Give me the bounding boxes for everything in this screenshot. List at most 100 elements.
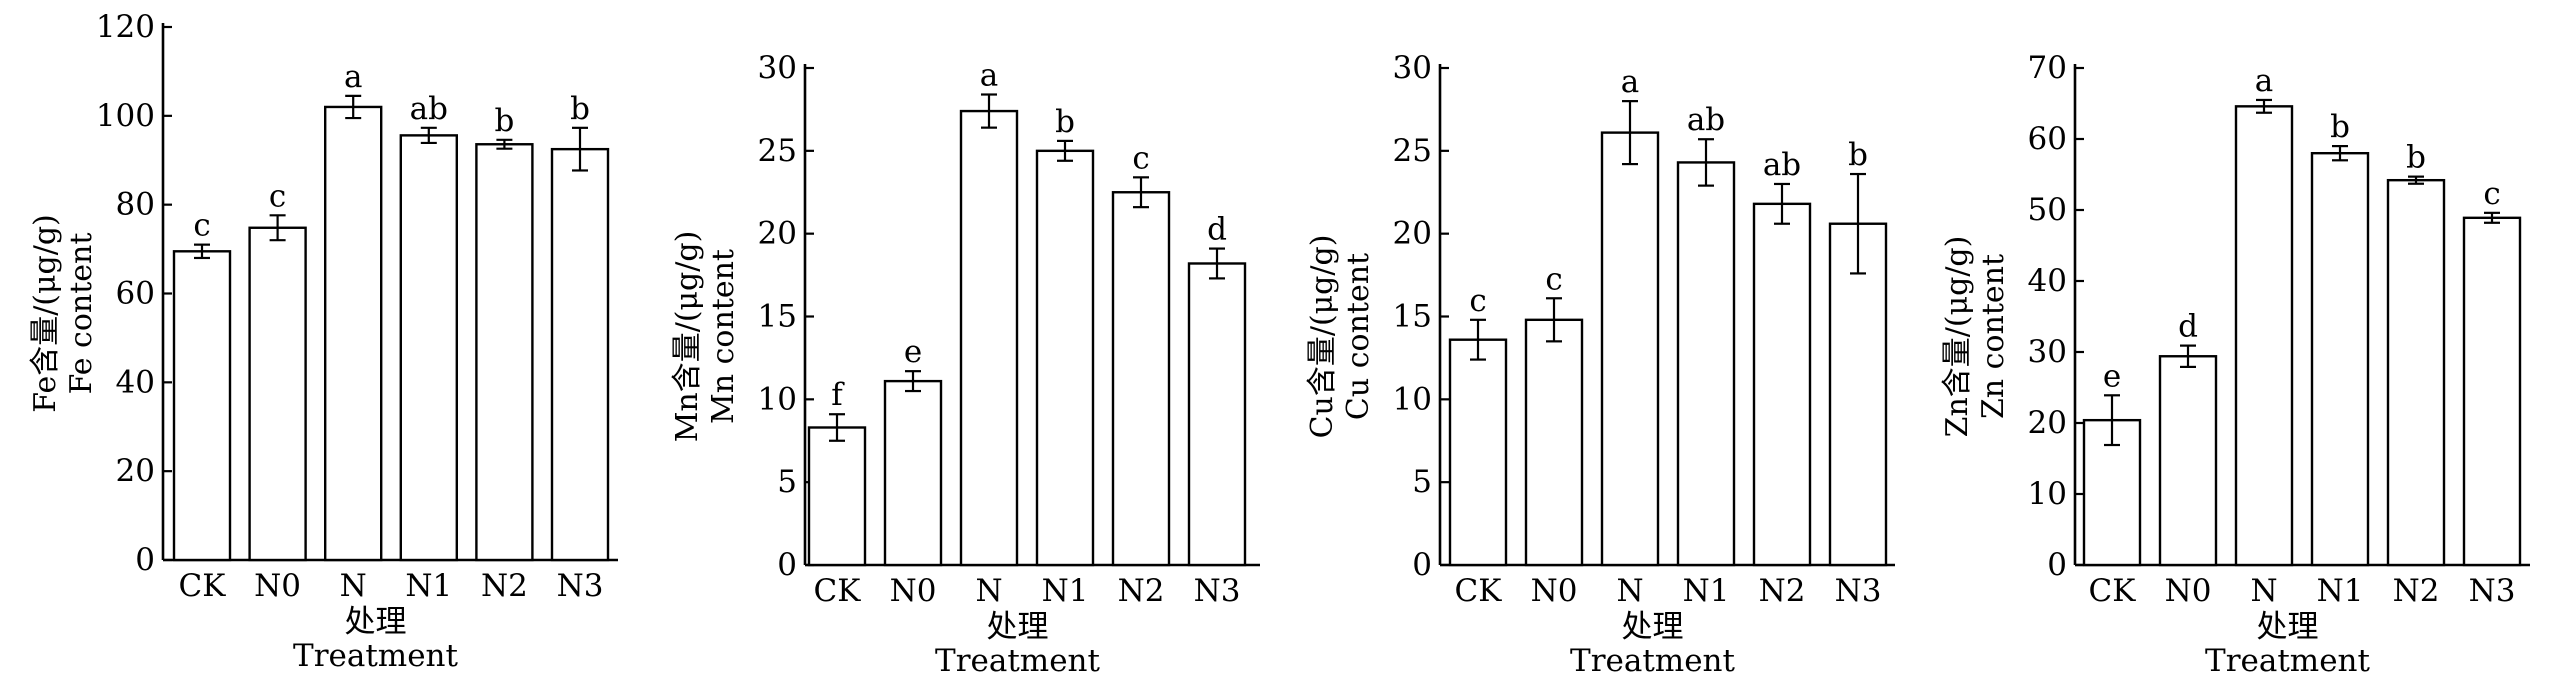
y-tick-label: 5 — [777, 464, 797, 500]
x-axis-title-en: Treatment — [935, 643, 1100, 679]
x-tick-label: N — [975, 573, 1002, 609]
bar-CK — [1448, 338, 1508, 567]
bar-N3 — [1828, 222, 1888, 567]
bar-N3 — [2462, 216, 2522, 567]
y-tick-label: 60 — [116, 276, 155, 312]
chart-panel-1: 0 20 40 60 80 100 120 c CK c N0 a Nab N1 b N2 b N3 处理Treat… — [28, 9, 618, 674]
x-tick-label: N1 — [405, 568, 452, 604]
y-tick-label: 0 — [1412, 547, 1432, 583]
bar-N2 — [1111, 191, 1171, 567]
y-tick-label: 70 — [2028, 50, 2067, 86]
y-axis-title-en: Cu content — [1341, 253, 1376, 420]
x-tick-label: N0 — [1531, 573, 1578, 609]
significance-letter: b — [494, 103, 514, 139]
bar-N1 — [399, 134, 458, 562]
y-tick-label: 60 — [2028, 121, 2067, 157]
significance-letter: d — [2178, 309, 2198, 345]
y-tick-label: 25 — [758, 133, 797, 169]
y-axis-title-zh: Cu含量/(μg/g) — [1305, 235, 1340, 439]
bar-N1 — [1035, 149, 1095, 567]
x-tick-label: N1 — [2317, 573, 2364, 609]
y-tick-label: 5 — [1412, 464, 1432, 500]
y-tick-label: 30 — [1393, 50, 1432, 86]
significance-letter: d — [1207, 212, 1227, 248]
bar-CK — [807, 426, 867, 567]
significance-letter: c — [193, 208, 210, 244]
y-tick-label: 100 — [96, 98, 155, 134]
x-tick-label: CK — [179, 568, 227, 604]
significance-letter: c — [2483, 176, 2500, 212]
significance-letter: c — [1469, 283, 1486, 319]
significance-letter: c — [269, 178, 286, 214]
bar-N2 — [1752, 202, 1812, 567]
y-tick-label: 10 — [758, 381, 797, 417]
x-tick-label: N0 — [254, 568, 301, 604]
y-axis-title-zh: Zn含量/(μg/g) — [1940, 236, 1975, 438]
significance-letter: a — [2255, 63, 2273, 99]
x-axis-title-en: Treatment — [293, 638, 458, 674]
y-tick-label: 40 — [116, 364, 155, 400]
significance-letter: c — [1132, 140, 1149, 176]
significance-letter: ab — [1687, 102, 1725, 138]
y-tick-label: 80 — [116, 187, 155, 223]
bar-N0 — [1524, 318, 1584, 567]
significance-letter: b — [1055, 104, 1075, 140]
y-tick-label: 20 — [758, 216, 797, 252]
y-tick-label: 15 — [758, 299, 797, 335]
bar-CK — [172, 250, 232, 562]
y-tick-label: 20 — [2028, 405, 2067, 441]
bar-N — [2234, 105, 2294, 567]
chart-panel-3: 0 5 10 15 20 25 30 c CK c N0 a Nab N1 ab N2 b N3 处理Treatme… — [1305, 50, 1895, 679]
bar-N — [959, 109, 1019, 567]
bar-N1 — [2310, 151, 2370, 567]
x-tick-label: N3 — [557, 568, 604, 604]
significance-letter: ab — [1763, 147, 1801, 183]
x-tick-label: N — [1616, 573, 1643, 609]
x-tick-label: N0 — [890, 573, 937, 609]
x-axis-title-zh: 处理 — [2257, 609, 2319, 645]
y-axis-title-zh: Mn含量/(μg/g) — [670, 231, 705, 443]
x-tick-label: CK — [2089, 573, 2137, 609]
x-tick-label: N3 — [2469, 573, 2516, 609]
y-tick-label: 15 — [1393, 299, 1432, 335]
significance-letter: ab — [410, 91, 448, 127]
x-tick-label: N0 — [2165, 573, 2212, 609]
bar-N0 — [2158, 355, 2218, 567]
x-tick-label: N1 — [1683, 573, 1730, 609]
x-axis-title-en: Treatment — [1570, 643, 1735, 679]
bar-N0 — [883, 379, 943, 567]
significance-letter: b — [1848, 137, 1868, 173]
y-tick-label: 120 — [96, 9, 155, 45]
y-tick-label: 0 — [2047, 547, 2067, 583]
x-tick-label: N1 — [1042, 573, 1089, 609]
x-tick-label: N3 — [1194, 573, 1241, 609]
x-tick-label: CK — [814, 573, 862, 609]
y-tick-label: 20 — [1393, 216, 1432, 252]
bar-N3 — [1187, 262, 1247, 567]
x-tick-label: N2 — [2393, 573, 2440, 609]
y-tick-label: 0 — [777, 547, 797, 583]
y-tick-label: 30 — [2028, 334, 2067, 370]
y-axis-title-en: Fe content — [64, 233, 99, 395]
significance-letter: a — [1621, 64, 1639, 100]
chart-panel-4: 0 10 20 30 40 50 60 70 e CK d N0 a Nb N1 b N2 c N3 处理Treatm… — [1940, 50, 2530, 679]
y-tick-label: 0 — [135, 542, 155, 578]
bar-N0 — [248, 226, 307, 562]
y-tick-label: 10 — [2028, 476, 2067, 512]
x-tick-label: N2 — [1759, 573, 1806, 609]
x-axis-title-en: Treatment — [2205, 643, 2370, 679]
significance-letter: a — [344, 59, 362, 95]
bar-N — [1600, 131, 1660, 567]
y-axis-title-en: Mn content — [706, 249, 741, 424]
y-tick-label: 20 — [116, 453, 155, 489]
significance-letter: a — [980, 58, 998, 94]
significance-letter: b — [570, 91, 590, 127]
x-tick-label: N — [340, 568, 367, 604]
bar-N — [324, 105, 383, 562]
significance-letter: f — [831, 377, 845, 413]
y-tick-label: 10 — [1393, 381, 1432, 417]
x-tick-label: CK — [1455, 573, 1503, 609]
x-tick-label: N2 — [481, 568, 528, 604]
x-tick-label: N2 — [1118, 573, 1165, 609]
